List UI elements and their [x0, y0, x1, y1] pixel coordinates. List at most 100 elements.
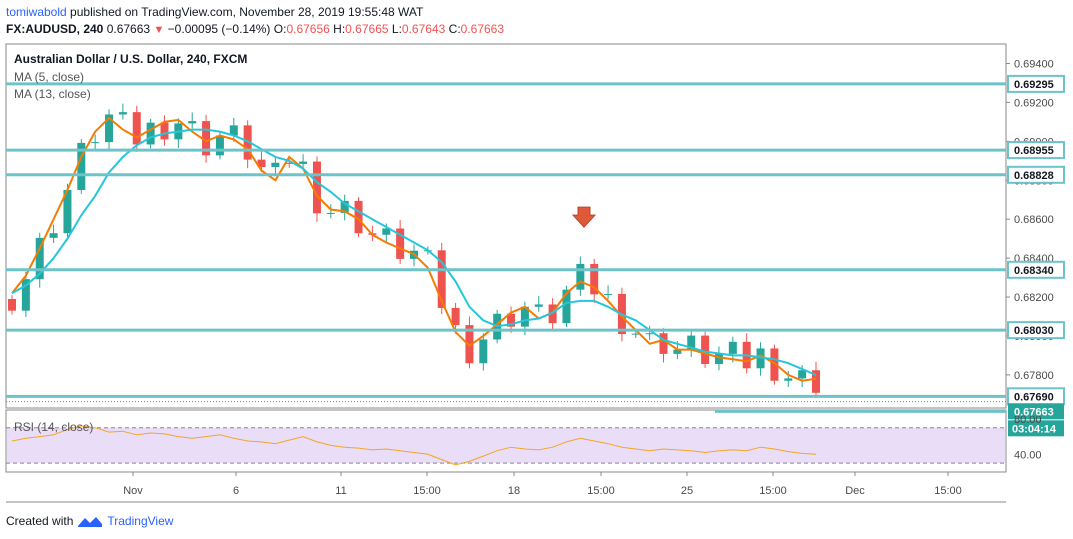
candle-body: [659, 333, 668, 354]
down-arrow-annotation: [571, 206, 597, 228]
y-tick-label: 0.69400: [1014, 58, 1054, 70]
candle-body: [604, 293, 613, 295]
ma13-line: [11, 128, 817, 376]
high-value: 0.67665: [345, 22, 389, 36]
author-link[interactable]: tomiwabold: [6, 5, 67, 19]
candle-body: [299, 161, 308, 164]
candle-body: [562, 289, 571, 324]
level-label-box: [1007, 260, 1065, 279]
level-label: 0.69295: [1014, 79, 1054, 91]
candle-body: [271, 162, 280, 168]
x-tick-label: 11: [335, 485, 346, 497]
x-tick-label: Nov: [123, 485, 143, 497]
y-tick-label: 0.67800: [1014, 370, 1054, 382]
candle-body: [91, 142, 100, 144]
last-price: 0.67663: [106, 22, 151, 36]
rsi-tick-label: 80.00: [1014, 414, 1042, 426]
candle-body: [770, 348, 779, 381]
candle-body: [728, 341, 737, 354]
candle-body: [49, 233, 58, 238]
level-label-box: [1007, 74, 1065, 93]
open-value: 0.67656: [286, 22, 330, 36]
x-tick-label: 25: [681, 485, 693, 497]
candle-body: [160, 122, 169, 140]
candle-body: [701, 335, 710, 365]
ma5-legend: MA (5, close): [14, 70, 85, 84]
level-label-box: [1007, 165, 1065, 184]
level-label-box: [1007, 321, 1065, 340]
level-label: 0.68340: [1014, 265, 1054, 277]
level-label: 0.67690: [1014, 391, 1054, 403]
price-pane-frame: [5, 43, 1007, 409]
close-label: C:: [448, 22, 461, 36]
symbol-name: FX:AUDUSD, 240: [6, 22, 104, 36]
down-arrow-icon: ▼: [153, 24, 165, 36]
candle-body: [798, 370, 807, 379]
candle-body: [479, 339, 488, 364]
rsi-legend: RSI (14, close): [14, 420, 94, 434]
candle-body: [132, 112, 141, 145]
footer: Created with TradingView: [6, 514, 173, 528]
published-text: published on TradingView.com, November 2…: [70, 5, 424, 19]
x-tick-label: 6: [233, 485, 239, 497]
candle-body: [534, 304, 543, 307]
candle-body: [243, 125, 252, 160]
last-price-box: [1008, 403, 1064, 420]
low-value: 0.67643: [401, 22, 446, 36]
ma13-legend: MA (13, close): [14, 87, 91, 101]
candle-body: [714, 353, 723, 365]
candle-body: [340, 200, 349, 213]
tradingview-link[interactable]: TradingView: [107, 514, 174, 528]
level-label: 0.68828: [1014, 170, 1054, 182]
candle-body: [229, 125, 238, 136]
candle-body: [590, 263, 599, 295]
candle-body: [215, 135, 224, 156]
low-label: L:: [391, 22, 402, 36]
candle-body: [812, 370, 820, 393]
publish-info: tomiwabold published on TradingView.com,…: [6, 4, 423, 20]
candle-body: [21, 279, 30, 311]
candle-body: [645, 333, 654, 335]
candle-body: [312, 161, 321, 214]
candle-body: [673, 349, 682, 354]
close-value: 0.67663: [460, 22, 505, 36]
candle-body: [451, 307, 460, 326]
candle-body: [382, 228, 391, 235]
countdown-label: 03:04:14: [1012, 423, 1057, 435]
chart-title: Australian Dollar / U.S. Dollar, 240, FX…: [14, 52, 248, 66]
last-price-label: 0.67663: [1014, 406, 1054, 418]
x-tick-label: 15:00: [413, 485, 441, 497]
level-label-box: [1007, 141, 1065, 160]
candle-body: [437, 250, 446, 308]
candle-body: [507, 313, 516, 327]
level-label: 0.68030: [1014, 325, 1054, 337]
x-tick-label: Dec: [845, 485, 865, 497]
candle-body: [576, 263, 585, 290]
candle-body: [257, 159, 266, 168]
high-label: H:: [333, 22, 346, 36]
candle-body: [548, 304, 557, 324]
y-tick-label: 0.68200: [1014, 292, 1054, 304]
candle-body: [202, 121, 211, 156]
candle-body: [465, 325, 474, 364]
level-label: 0.68955: [1014, 145, 1054, 157]
x-tick-label: 15:00: [587, 485, 615, 497]
candle-body: [63, 189, 72, 234]
candle-body: [105, 114, 114, 143]
candle-body: [631, 333, 640, 335]
x-tick-label: 15:00: [759, 485, 787, 497]
candle-body: [687, 335, 696, 350]
candle-body: [285, 162, 294, 164]
candle-body: [8, 298, 16, 311]
rsi-tick-label: 40.00: [1014, 449, 1042, 461]
countdown-box: [1008, 420, 1064, 437]
created-with-text: Created with: [6, 514, 74, 528]
candle-body: [784, 378, 793, 381]
y-tick-label: 0.69200: [1014, 97, 1054, 109]
candle-body: [118, 112, 127, 115]
candle-body: [326, 212, 335, 214]
ma5-line: [11, 116, 817, 382]
candle-body: [146, 122, 155, 145]
open-label: O:: [273, 22, 287, 36]
